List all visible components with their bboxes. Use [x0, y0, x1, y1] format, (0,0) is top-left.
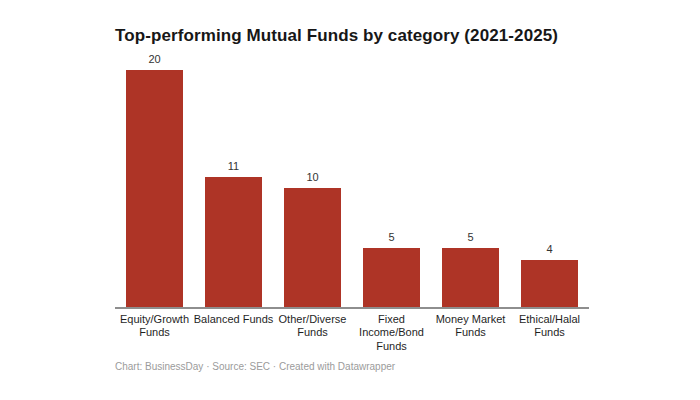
bar-value-label: 5	[442, 231, 499, 243]
bar-value-label: 20	[126, 53, 183, 65]
category-label: Other/Diverse Funds	[272, 313, 354, 340]
bar-money-market-funds	[442, 248, 499, 307]
bar-value-label: 5	[363, 231, 420, 243]
bar-ethical-halal-funds	[521, 260, 578, 307]
bar-other-diverse-funds	[284, 188, 341, 307]
category-label: Ethical/Halal Funds	[509, 313, 591, 340]
chart-footer-attribution: Chart: BusinessDay · Source: SEC · Creat…	[115, 361, 395, 372]
bar-value-label: 10	[284, 171, 341, 183]
bar-value-label: 4	[521, 243, 578, 255]
category-label: Equity/Growth Funds	[114, 313, 196, 340]
bar-value-label: 11	[205, 160, 262, 172]
bar-fixed-income-bond-funds	[363, 248, 420, 307]
category-label: Money Market Funds	[430, 313, 512, 340]
x-axis-line	[115, 307, 589, 309]
category-label: Balanced Funds	[193, 313, 275, 326]
bar-balanced-funds	[205, 177, 262, 307]
bar-chart-plot-area: 20 Equity/Growth Funds 11 Balanced Funds 10 O…	[0, 0, 700, 400]
chart-card: Top-performing Mutual Funds by category …	[0, 0, 700, 400]
bar-equity-growth-funds	[126, 70, 183, 307]
category-label: Fixed Income/Bond Funds	[351, 313, 433, 353]
